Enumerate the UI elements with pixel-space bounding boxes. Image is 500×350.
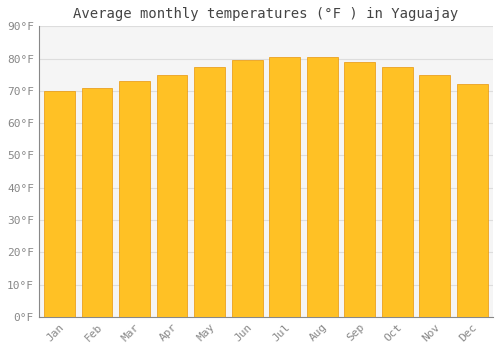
Bar	[119, 81, 150, 317]
Bar	[307, 57, 338, 317]
Bar	[156, 75, 188, 317]
Bar	[420, 75, 450, 317]
Bar	[457, 84, 488, 317]
Bar	[82, 88, 112, 317]
Bar	[44, 91, 75, 317]
Bar	[344, 62, 375, 317]
Bar	[232, 60, 262, 317]
Bar	[270, 57, 300, 317]
Bar	[382, 66, 412, 317]
Title: Average monthly temperatures (°F ) in Yaguajay: Average monthly temperatures (°F ) in Ya…	[74, 7, 458, 21]
Bar	[194, 66, 225, 317]
